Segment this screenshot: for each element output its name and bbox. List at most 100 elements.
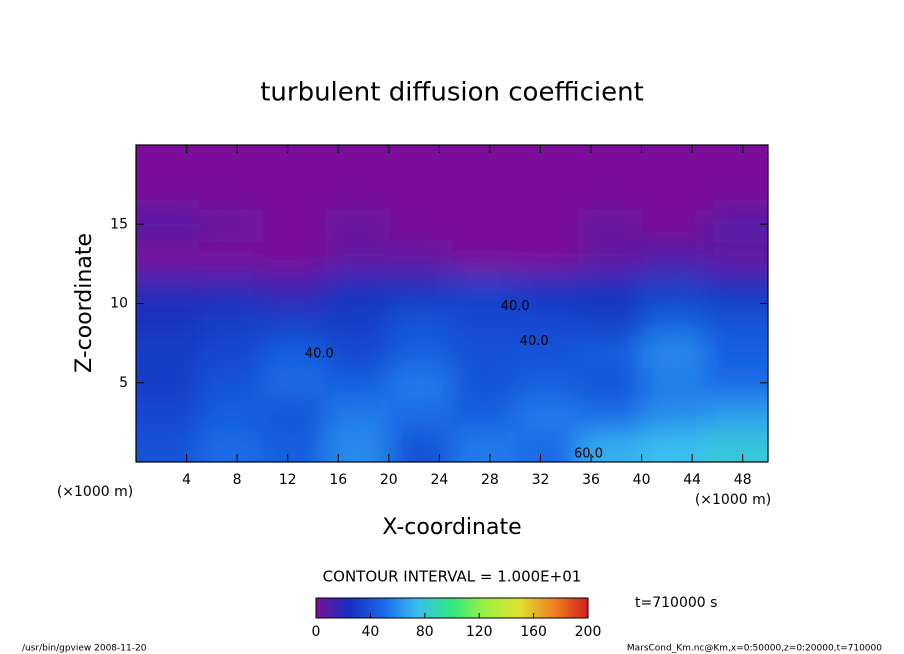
- field-cell: [515, 335, 580, 368]
- field-cell: [136, 366, 201, 400]
- contour-interval: CONTOUR INTERVAL = 1.000E+01: [323, 568, 582, 586]
- field-cell: [452, 145, 517, 178]
- field-cell: [262, 430, 327, 462]
- y-tick-label: 5: [119, 375, 128, 391]
- field-cell: [136, 335, 201, 368]
- field-cell: [262, 303, 327, 337]
- field-cell: [388, 430, 453, 462]
- time-label: t=710000 s: [635, 595, 717, 611]
- field-cell: [578, 398, 643, 432]
- field-cell: [578, 240, 643, 273]
- field-cell: [452, 271, 517, 305]
- field-cell: [578, 271, 643, 305]
- field-cell: [199, 366, 264, 400]
- field-cell: [515, 208, 580, 242]
- field-cell: [262, 398, 327, 432]
- field-cell: [515, 271, 580, 305]
- contour-label: 40.0: [520, 334, 549, 349]
- field-cell: [388, 145, 453, 178]
- field-cell: [515, 366, 580, 400]
- x-tick-label: 28: [481, 472, 499, 488]
- field-cell: [452, 208, 517, 242]
- field-cell: [578, 430, 643, 462]
- field-cell: [704, 271, 768, 305]
- y-tick-label: 10: [110, 296, 128, 312]
- field-cell: [641, 145, 706, 178]
- field-cell: [262, 176, 327, 210]
- contour-label: 60.0: [574, 447, 603, 462]
- field-cell: [515, 430, 580, 462]
- x-tick-label: 48: [734, 472, 752, 488]
- field-cell: [136, 271, 201, 305]
- footer-right: MarsCond_Km.nc@Km,x=0:50000,z=0:20000,t=…: [627, 644, 882, 654]
- field-cell: [262, 366, 327, 400]
- field-cell: [325, 303, 390, 337]
- field-cell: [641, 271, 706, 305]
- field-cell: [199, 335, 264, 368]
- x-tick-label: 16: [329, 472, 347, 488]
- y-unit-label: (×1000 m): [57, 484, 133, 500]
- field-cell: [452, 176, 517, 210]
- x-tick-label: 32: [532, 472, 550, 488]
- field-cell: [452, 398, 517, 432]
- chart-title: turbulent diffusion coefficient: [260, 78, 644, 108]
- x-tick-label: 20: [380, 472, 398, 488]
- field-cell: [262, 145, 327, 178]
- colorbar-tick-label: 120: [466, 624, 493, 640]
- colorbar: [315, 597, 589, 619]
- field: [136, 145, 768, 462]
- field-cell: [452, 303, 517, 337]
- field-cell: [452, 240, 517, 273]
- field-cell: [452, 430, 517, 462]
- y-axis-label: Z-coordinate: [72, 233, 97, 373]
- field-cell: [262, 208, 327, 242]
- field-cell: [199, 208, 264, 242]
- field-cell: [325, 335, 390, 368]
- x-tick-label: 24: [430, 472, 448, 488]
- field-cell: [452, 366, 517, 400]
- field-cell: [515, 176, 580, 210]
- field-cell: [325, 430, 390, 462]
- field-cell: [199, 176, 264, 210]
- x-axis-label: X-coordinate: [382, 515, 521, 540]
- field-cell: [136, 208, 201, 242]
- footer-left: /usr/bin/gpview 2008-11-20: [22, 644, 147, 654]
- field-cell: [452, 335, 517, 368]
- field-cell: [641, 398, 706, 432]
- field-cell: [704, 366, 768, 400]
- field-cell: [325, 176, 390, 210]
- field-cell: [578, 145, 643, 178]
- field-cell: [704, 398, 768, 432]
- field-cell: [515, 145, 580, 178]
- field-cell: [388, 366, 453, 400]
- field-cell: [515, 303, 580, 337]
- field-cell: [325, 366, 390, 400]
- field-cell: [704, 208, 768, 242]
- field-cell: [641, 366, 706, 400]
- colorbar-tick-label: 160: [520, 624, 547, 640]
- colorbar-tick-label: 200: [575, 624, 602, 640]
- field-cell: [388, 398, 453, 432]
- field-cell: [388, 271, 453, 305]
- field-cell: [641, 430, 706, 462]
- field-cell: [136, 430, 201, 462]
- field-cell: [704, 335, 768, 368]
- field-cell: [199, 430, 264, 462]
- x-tick-label: 4: [182, 472, 191, 488]
- field-cell: [388, 176, 453, 210]
- field-cell: [199, 271, 264, 305]
- x-tick-label: 12: [279, 472, 297, 488]
- field-cell: [578, 176, 643, 210]
- field-cell: [515, 398, 580, 432]
- contour-label: 40.0: [501, 299, 530, 314]
- field-cell: [515, 240, 580, 273]
- field-cell: [641, 176, 706, 210]
- x-tick-label: 40: [633, 472, 651, 488]
- colorbar-tick-label: 0: [312, 624, 321, 640]
- x-unit-label: (×1000 m): [695, 492, 771, 508]
- field-cell: [388, 335, 453, 368]
- field-cell: [136, 398, 201, 432]
- field-cell: [136, 240, 201, 273]
- field-cell: [641, 240, 706, 273]
